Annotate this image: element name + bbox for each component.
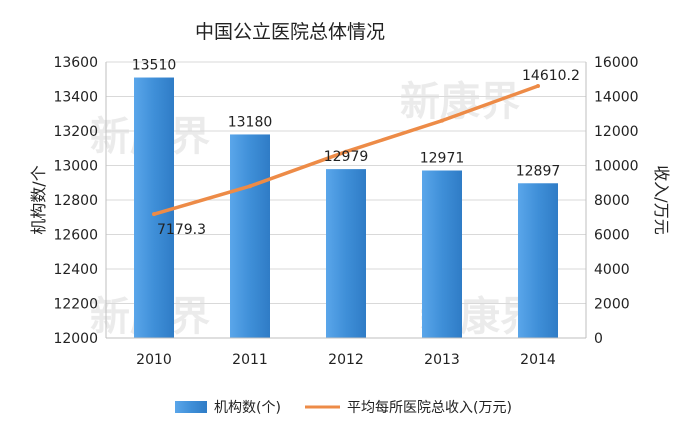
bar-2013 — [422, 170, 462, 338]
y-right-tick-label: 8000 — [594, 193, 630, 209]
bar-value-label: 12979 — [324, 149, 369, 165]
y-left-tick-label: 13000 — [53, 159, 98, 175]
y-right-tick-label: 12000 — [594, 124, 639, 140]
bar-2011 — [230, 134, 270, 338]
watermark-text: 新康界 — [400, 79, 520, 125]
line-point-2012 — [344, 149, 348, 154]
x-tick-label: 2010 — [136, 352, 172, 368]
line-point-2014 — [536, 83, 540, 88]
x-tick-label: 2012 — [328, 352, 364, 368]
bar-2010 — [134, 77, 174, 339]
y-right-tick-label: 4000 — [594, 262, 630, 278]
bars — [134, 77, 558, 339]
bar-2012 — [326, 169, 366, 338]
legend-swatch-bar — [175, 401, 207, 413]
y-axis-right-label: 收入/万元 — [652, 165, 671, 234]
axes: 12000 12200 12400 12600 12800 13000 13200 13400… — [53, 55, 638, 368]
y-right-tick-label: 14000 — [594, 90, 639, 106]
x-tick-label: 2011 — [232, 352, 268, 368]
bar-value-label: 13180 — [228, 114, 273, 130]
x-tick-label: 2014 — [520, 352, 556, 368]
y-left-tick-label: 12000 — [53, 331, 98, 347]
y-left-tick-label: 12200 — [53, 297, 98, 313]
y-right-tick-label: 10000 — [594, 159, 639, 175]
legend-label-bar: 机构数(个) — [214, 400, 281, 416]
y-left-tick-label: 12400 — [53, 262, 98, 278]
x-tick-label: 2013 — [424, 352, 460, 368]
y-left-tick-label: 13400 — [53, 90, 98, 106]
y-right-tick-label: 16000 — [594, 55, 639, 71]
data-labels: 13510 13180 12979 12971 12897 7179.3 14610.2 — [132, 58, 580, 239]
line-point-2011 — [248, 184, 252, 189]
legend-label-line: 平均每所医院总收入(万元) — [347, 400, 512, 416]
chart-title: 中国公立医院总体情况 — [195, 21, 385, 43]
line-series — [152, 83, 540, 217]
bar-2014 — [518, 183, 558, 338]
y-right-tick-label: 6000 — [594, 228, 630, 244]
legend: 机构数(个) 平均每所医院总收入(万元) — [175, 400, 512, 416]
line-value-label: 7179.3 — [157, 222, 206, 238]
line-point-2010 — [152, 212, 156, 217]
y-left-tick-label: 13600 — [53, 55, 98, 71]
y-axis-left-label: 机构数/个 — [29, 165, 48, 234]
bar-value-label: 13510 — [132, 58, 177, 74]
y-right-tick-label: 2000 — [594, 297, 630, 313]
line-point-2013 — [440, 118, 444, 123]
y-left-tick-label: 13200 — [53, 124, 98, 140]
y-left-tick-label: 12600 — [53, 228, 98, 244]
y-right-tick-label: 0 — [594, 331, 603, 347]
bar-value-label: 12971 — [420, 151, 465, 167]
line-value-label: 14610.2 — [522, 68, 580, 84]
y-left-tick-label: 12800 — [53, 193, 98, 209]
bar-value-label: 12897 — [516, 163, 561, 179]
